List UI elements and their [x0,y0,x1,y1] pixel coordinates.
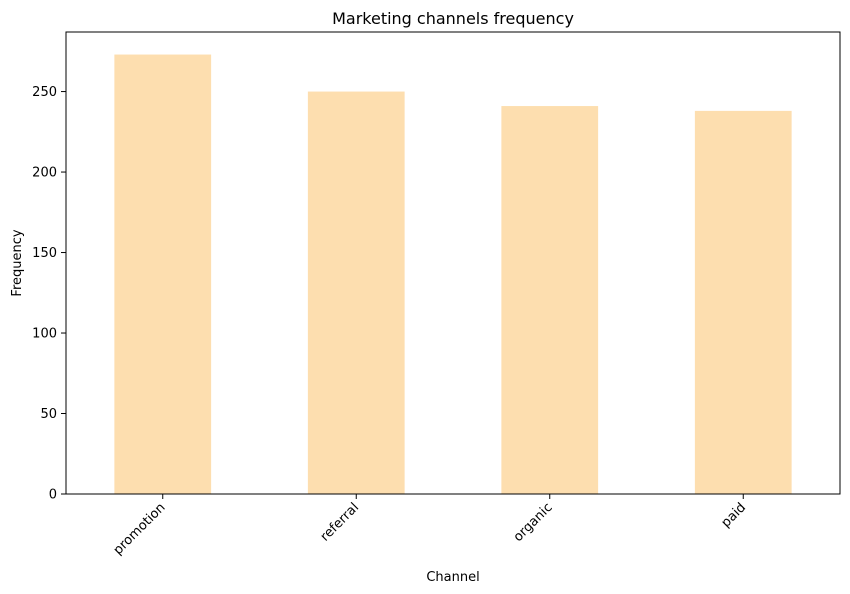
y-axis: 0 50 100 150 200 250 [32,85,66,503]
y-tick-label: 200 [32,166,57,181]
y-tick-label: 0 [49,488,57,503]
bar-referral [307,91,405,494]
bars [114,54,792,495]
x-tick-label: paid [719,500,749,530]
chart-title: Marketing channels frequency [332,9,574,28]
y-tick-label: 150 [32,246,57,261]
y-tick-label: 50 [40,407,57,422]
x-tick-label: referral [318,500,362,544]
x-tick-label: organic [511,500,556,545]
x-tick-label: promotion [111,500,169,558]
y-tick-label: 100 [32,327,57,342]
plot-frame [65,31,841,495]
bar-paid [694,110,792,494]
x-axis: promotion referral organic paid [111,494,749,558]
y-axis-label: Frequency [10,229,25,296]
y-tick-label: 250 [32,85,57,100]
bar-promotion [114,54,212,494]
bar-organic [501,106,599,495]
x-axis-label: Channel [426,570,479,585]
